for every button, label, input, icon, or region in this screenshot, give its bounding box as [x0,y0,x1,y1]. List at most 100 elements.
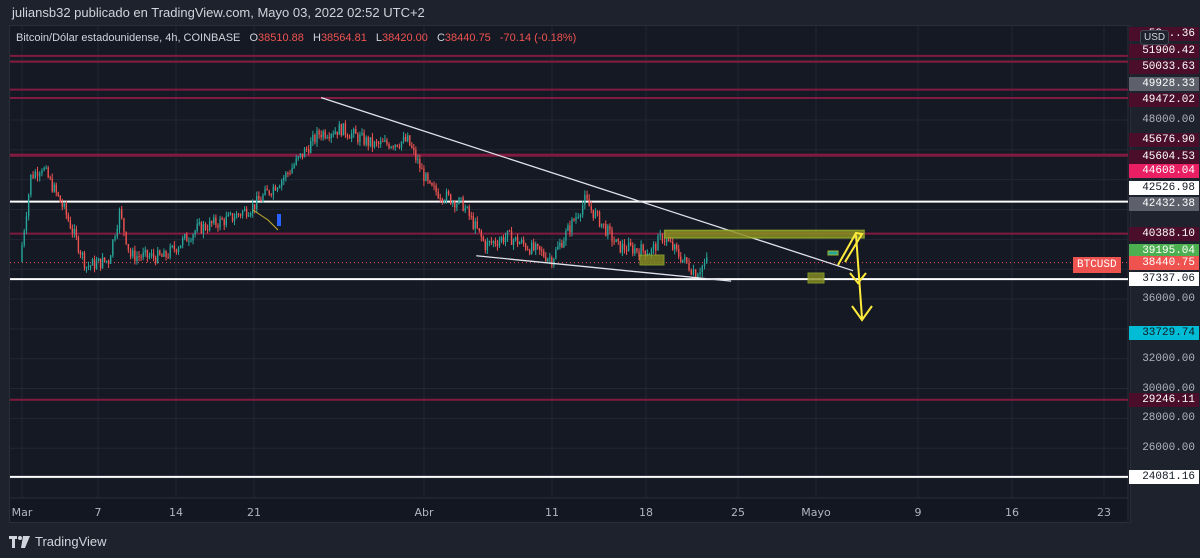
candle-body [600,223,603,227]
candle-body [447,191,450,195]
candle-body [202,223,205,234]
candle-body [169,246,171,258]
candle-body [411,145,413,148]
candle-body [342,123,345,136]
candle-body [112,239,114,256]
candle-body [229,213,232,215]
price-axis-label: 48000.00 [1142,114,1195,126]
candle-body [561,242,563,248]
candle-body [361,132,363,135]
candle-body [338,124,340,135]
candle-body [458,197,460,204]
candle-body [524,243,527,250]
candle-body [684,257,686,260]
candle-body [680,256,682,263]
high-value: 38564.81 [320,32,367,44]
candle-body [136,256,138,262]
candle-body [551,257,553,266]
candle-body [470,215,472,217]
candle-body [63,203,66,207]
candle-body [200,222,203,234]
time-axis-label: Abr [414,506,434,519]
candle-body [303,148,306,158]
candle-body [177,248,180,253]
candle-body [480,230,483,237]
time-axis-label: Mayo [801,506,831,519]
candle-body [575,217,577,221]
candle-body [93,259,96,269]
candle-body [192,234,194,241]
candle-body [398,146,401,148]
candle-body [299,153,302,157]
candle-body [324,131,326,138]
time-axis-label: 9 [914,506,922,519]
candle-body [671,241,674,250]
candle-body [390,146,392,149]
candle-body [667,239,670,242]
time-axis-label: 21 [247,506,261,519]
tradingview-logo-icon [9,535,30,548]
candle-body [101,257,104,269]
candle-body [404,136,407,142]
candle-body [173,245,176,250]
candle-body [526,249,529,251]
candle-body [332,134,334,136]
candle-body [466,206,468,208]
candle-body [73,229,76,234]
candle-body [441,198,444,202]
time-axis-label: 23 [1097,506,1111,519]
candle-body [348,137,351,139]
candle-body [559,242,561,247]
candle-body [421,168,423,170]
candle-body [429,180,431,184]
time-axis-label: Mar [11,506,33,519]
candle-body [121,209,123,219]
candle-body [472,216,474,229]
candle-body [287,172,289,174]
candle-body [295,158,297,165]
symbol-price-tag: BTCUSD [1073,257,1121,273]
candle-body [146,249,149,258]
candle-body [492,241,495,243]
candle-body [462,197,464,211]
candle-body [134,250,136,262]
candle-body [336,131,338,135]
candle-body [77,237,80,252]
candle-body [636,248,638,252]
candle-body [45,167,47,169]
candle-body [431,183,433,186]
candle-body [400,141,403,148]
open-label: O [249,32,259,44]
candle-body [648,253,651,255]
candle-body [21,244,23,262]
currency-badge[interactable]: USD [1140,30,1170,45]
candle-body [407,135,409,142]
candle-body [555,249,557,259]
candle-body [39,173,41,177]
candle-body [105,260,108,262]
candle-body [563,240,565,248]
candle-body [314,135,316,143]
candle-body [23,231,25,245]
candle-body [97,258,100,262]
price-axis-label: 37337.06 [1129,272,1199,287]
candle-body [588,199,590,207]
candle-body [221,218,223,220]
candle-body [703,262,706,266]
candle-body [262,194,264,202]
price-axis-label: 44608.04 [1129,164,1199,178]
price-axis-label: 42526.98 [1129,181,1199,195]
candle-body [456,203,458,208]
small-box [827,250,839,256]
candle-body [627,242,630,252]
candle-body [663,241,666,243]
footer-brand: TradingView [9,534,107,549]
candle-body [437,192,439,199]
candle-body [190,240,192,242]
candle-body [454,201,456,208]
candle-body [490,241,493,243]
candle-body [260,199,262,202]
candle-body [198,222,200,224]
candle-body [167,256,169,258]
